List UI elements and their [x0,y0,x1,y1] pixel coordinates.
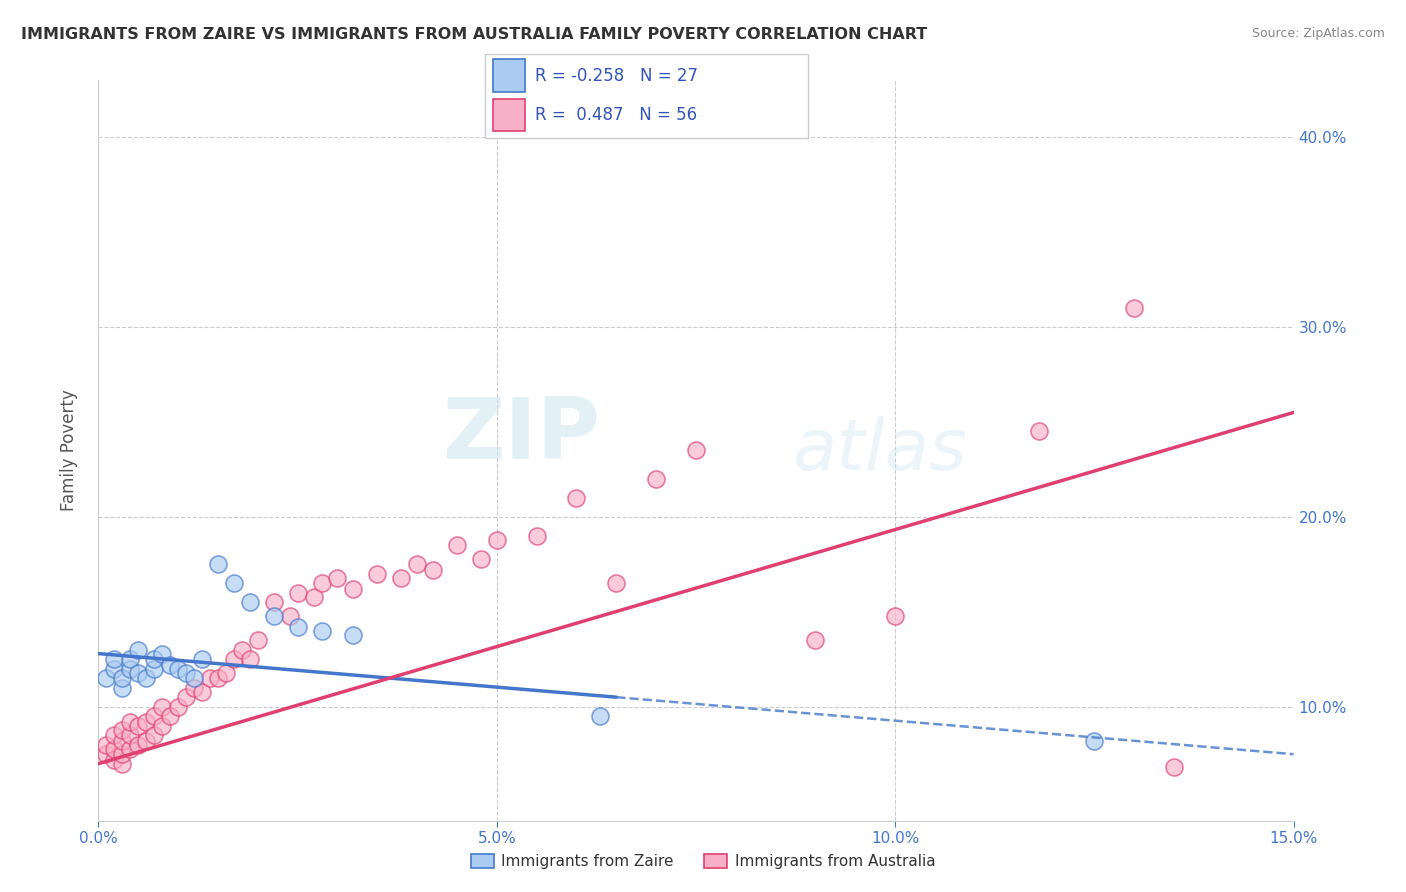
Point [143,728,166,742]
Point [120,714,142,729]
Point [150,647,173,661]
Point [422,563,444,577]
Point [174,665,197,680]
Point [1028,425,1050,439]
Point [263,608,285,623]
Point [263,595,285,609]
Text: R =  0.487   N = 56: R = 0.487 N = 56 [536,106,697,124]
Point [96,671,118,685]
Point [111,747,134,762]
Point [311,624,333,638]
Point [239,652,262,666]
FancyBboxPatch shape [494,60,526,92]
Point [103,728,125,742]
FancyBboxPatch shape [485,54,808,138]
Point [191,652,214,666]
Point [302,590,325,604]
Point [311,576,333,591]
Point [222,576,245,591]
Text: ZIP: ZIP [443,394,600,477]
Point [246,633,269,648]
Point [231,642,253,657]
Point [103,741,125,756]
Point [884,608,907,623]
Point [215,665,238,680]
Point [111,756,134,771]
Point [174,690,197,705]
Point [389,571,412,585]
Point [143,662,166,676]
Point [1163,760,1185,774]
Point [135,734,157,748]
Point [103,652,125,666]
Point [143,652,166,666]
Point [183,671,205,685]
Point [342,627,364,641]
Point [183,681,205,695]
Point [127,719,149,733]
Point [565,491,588,505]
Point [278,608,301,623]
Point [207,558,229,572]
Point [111,681,134,695]
Point [103,753,125,767]
Point [526,529,548,543]
Point [127,665,149,680]
Point [96,747,118,762]
Text: IMMIGRANTS FROM ZAIRE VS IMMIGRANTS FROM AUSTRALIA FAMILY POVERTY CORRELATION CH: IMMIGRANTS FROM ZAIRE VS IMMIGRANTS FROM… [21,27,928,42]
Text: atlas: atlas [792,416,966,485]
Point [605,576,627,591]
Point [167,699,190,714]
Point [222,652,245,666]
Point [645,472,668,486]
Point [366,566,388,581]
Point [207,671,229,685]
Point [446,538,468,552]
Text: R = -0.258   N = 27: R = -0.258 N = 27 [536,67,699,85]
Point [127,738,149,752]
Point [111,671,134,685]
Point [406,558,429,572]
Point [470,551,492,566]
Point [103,662,125,676]
Point [120,728,142,742]
Point [191,684,214,698]
Point [159,709,181,723]
Text: Source: ZipAtlas.com: Source: ZipAtlas.com [1251,27,1385,40]
Point [120,662,142,676]
Point [111,734,134,748]
Legend: Immigrants from Zaire, Immigrants from Australia: Immigrants from Zaire, Immigrants from A… [464,848,942,875]
Point [342,582,364,596]
Y-axis label: Family Poverty: Family Poverty [59,390,77,511]
Point [1083,734,1105,748]
Point [159,657,181,672]
Point [589,709,612,723]
Point [96,738,118,752]
Point [1123,301,1146,315]
Point [804,633,827,648]
Point [198,671,221,685]
Point [120,741,142,756]
Point [111,723,134,737]
FancyBboxPatch shape [494,99,526,131]
Point [167,662,190,676]
Point [150,699,173,714]
Point [287,586,309,600]
Point [485,533,508,547]
Point [150,719,173,733]
Point [143,709,166,723]
Point [120,652,142,666]
Point [326,571,349,585]
Point [127,642,149,657]
Point [135,714,157,729]
Point [287,620,309,634]
Point [239,595,262,609]
Point [135,671,157,685]
Point [685,443,707,458]
